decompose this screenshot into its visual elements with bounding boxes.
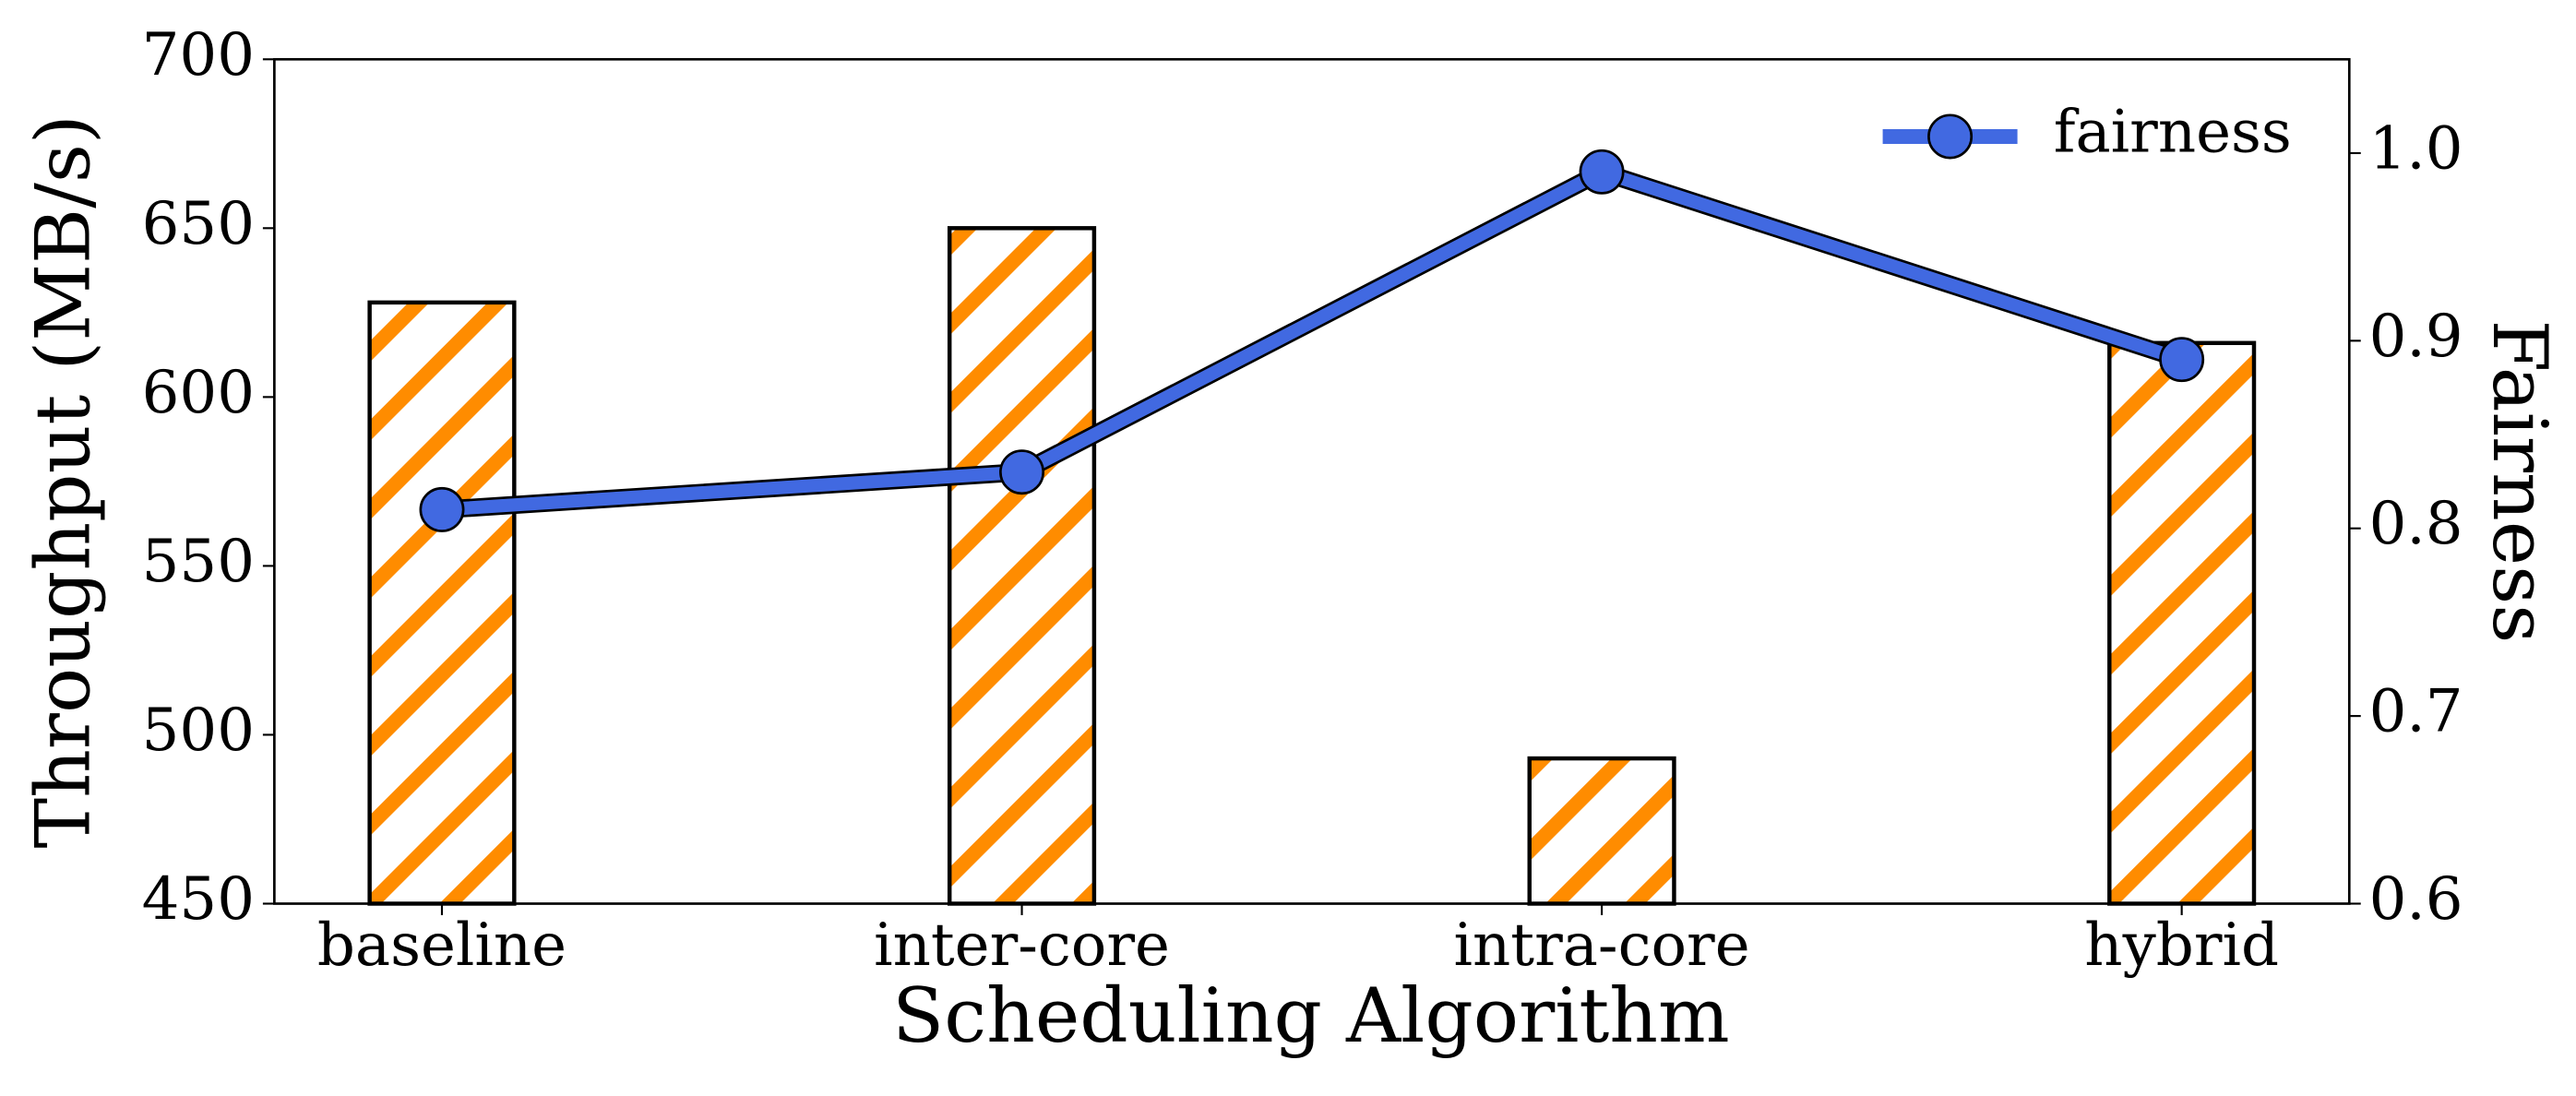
x-tick-label: hybrid [2084, 911, 2279, 980]
x-tick-label: intra-core [1454, 911, 1750, 980]
x-tick-label: baseline [317, 911, 566, 980]
fairness-marker [419, 486, 465, 532]
fairness-marker [2159, 337, 2205, 383]
y-tick-label: 700 [142, 21, 255, 89]
legend-marker [1927, 113, 1974, 160]
y-tick-label: 650 [142, 190, 255, 258]
y2-tick-label: 0.9 [2369, 303, 2463, 371]
fairness-marker [1579, 149, 1625, 195]
y2-tick-label: 0.8 [2369, 490, 2463, 558]
bar [2107, 340, 2257, 906]
y-tick-label: 600 [142, 359, 255, 427]
y2-tick-label: 0.6 [2369, 865, 2463, 934]
y-axis-label: Throughput (MB/s) [19, 114, 107, 848]
y-tick-label: 450 [142, 865, 255, 934]
line-outline [441, 161, 2185, 519]
bar [1527, 756, 1676, 906]
y2-tick-label: 0.7 [2369, 678, 2463, 746]
fairness-marker [999, 449, 1045, 495]
plot-frame [273, 57, 2351, 905]
fairness-line [441, 164, 2184, 517]
x-axis-label: Scheduling Algorithm [892, 972, 1730, 1060]
bar [367, 300, 517, 906]
y-tick-label: 550 [142, 528, 255, 596]
y-tick-label: 500 [142, 697, 255, 765]
bar [947, 226, 1097, 906]
y2-tick-label: 1.0 [2369, 114, 2463, 183]
x-tick-label: inter-core [874, 911, 1170, 980]
y2-axis-label: Fairness [2475, 320, 2563, 644]
legend-label: fairness [2054, 98, 2292, 166]
